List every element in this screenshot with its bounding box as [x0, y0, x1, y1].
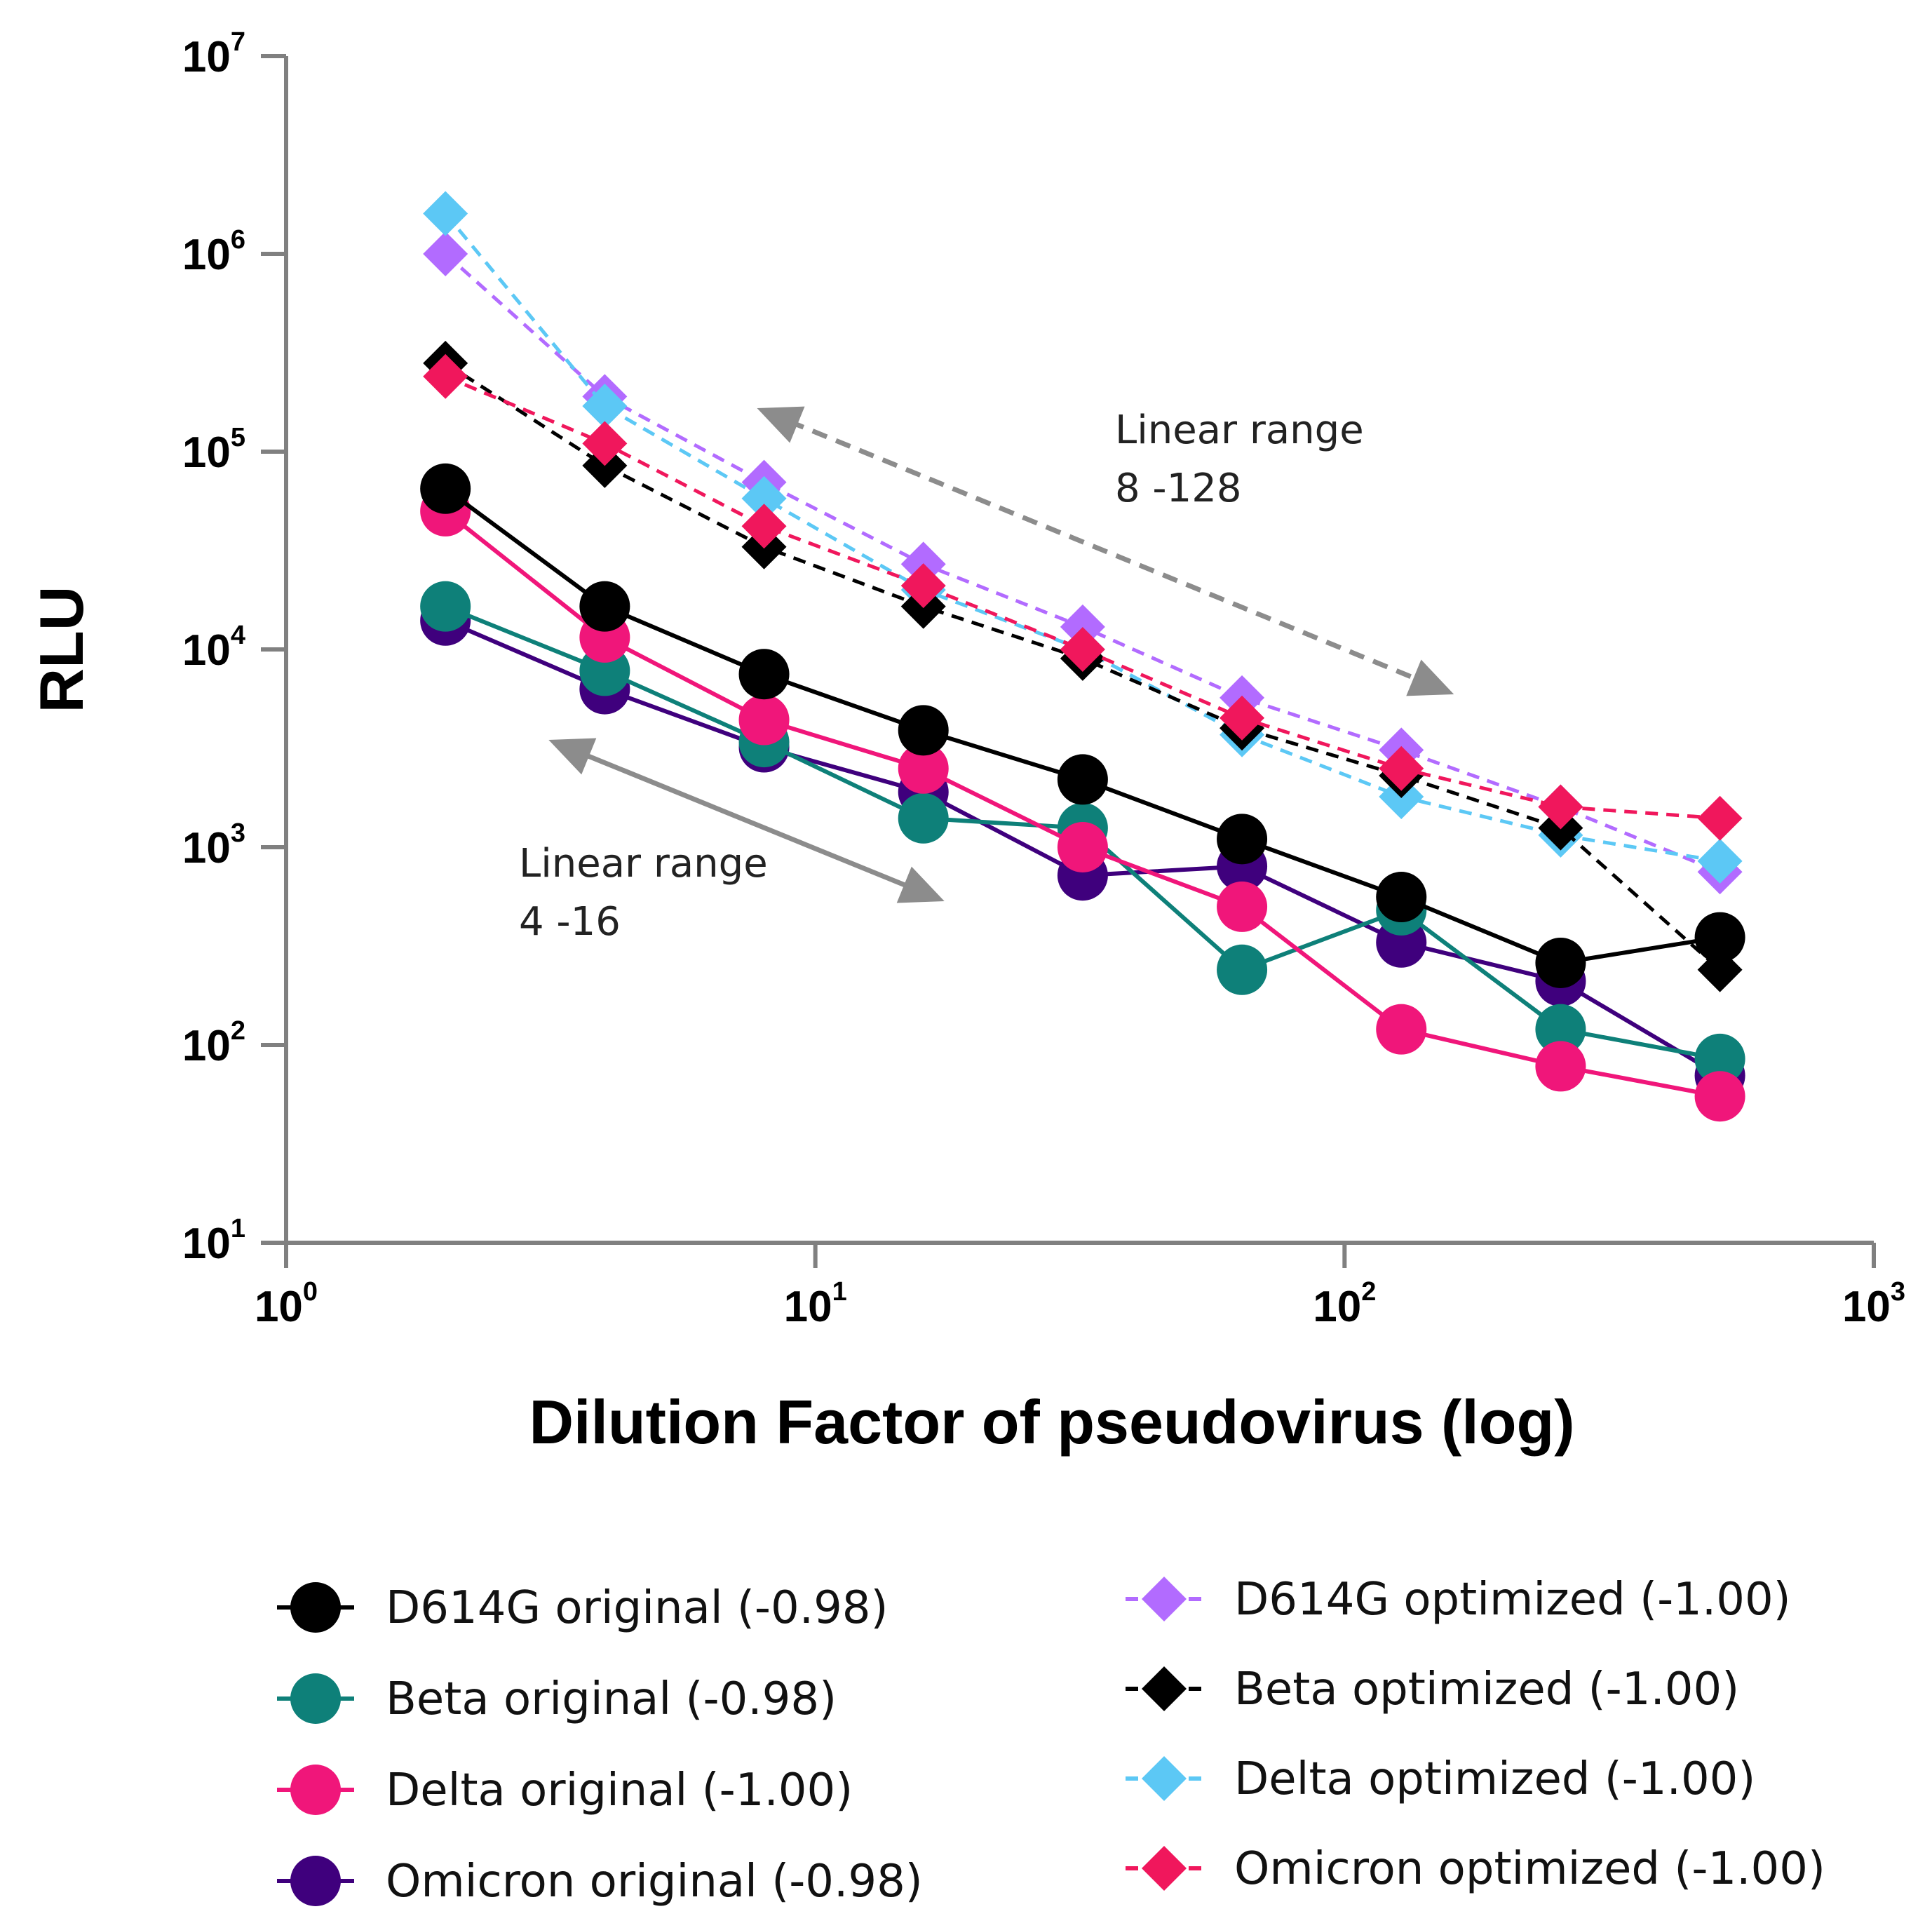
x-tick-label: 102 — [1313, 1277, 1376, 1331]
data-point-omicron-optimized — [582, 421, 628, 466]
data-point-delta-optimized — [582, 384, 628, 429]
series-plot — [420, 191, 1745, 1122]
data-point-omicron-optimized — [1538, 784, 1583, 830]
y-axis-title: RLU — [27, 586, 96, 713]
data-point-omicron-optimized — [900, 563, 946, 609]
data-point-d614g-original — [1057, 754, 1108, 805]
legend-marker-circle — [290, 1856, 341, 1906]
linear-range-4-16-arrow-head-end — [896, 866, 945, 903]
legend-item: Delta original (-1.00) — [277, 1765, 853, 1816]
data-point-d614g-original — [738, 649, 790, 700]
data-point-delta-original — [1217, 881, 1268, 932]
legend-marker-circle — [290, 1765, 341, 1815]
data-point-delta-original — [1376, 1004, 1427, 1055]
data-point-d614g-original — [1217, 814, 1268, 865]
legend-marker-diamond — [1142, 1846, 1187, 1891]
series-line-omicron-optimized — [445, 375, 1720, 821]
linear-range-8-128-arrow-head-end — [1406, 659, 1454, 696]
data-point-d614g-optimized — [1060, 604, 1105, 649]
x-tick-label: 101 — [784, 1277, 847, 1331]
legend-label: Delta original (-1.00) — [386, 1765, 853, 1816]
data-point-omicron-optimized — [1220, 695, 1265, 741]
legend-item: Beta optimized (-1.00) — [1126, 1664, 1739, 1715]
linear-range-8-128-arrow-head-start — [757, 406, 805, 443]
data-point-omicron-optimized — [1379, 746, 1424, 791]
y-tick-label: 106 — [182, 225, 245, 279]
series-omicron-optimized — [423, 353, 1743, 841]
data-point-delta-original — [738, 694, 790, 746]
legend-label: Beta original (-0.98) — [386, 1673, 837, 1725]
y-tick-label: 101 — [182, 1214, 245, 1268]
data-point-d614g-original — [420, 463, 471, 514]
x-tick-label: 103 — [1842, 1277, 1905, 1331]
data-point-d614g-original — [1376, 872, 1427, 923]
legend-item: D614G original (-0.98) — [277, 1582, 888, 1634]
annotation-linear-range-4-16: 4 -16 — [519, 899, 621, 945]
data-point-beta-original — [1217, 944, 1268, 995]
linear-range-4-16-arrow-head-start — [548, 738, 597, 775]
legend-label: Omicron optimized (-1.00) — [1234, 1843, 1825, 1895]
series-d614g-original — [420, 463, 1745, 988]
linear-range-8-128-arrow-line — [788, 419, 1423, 684]
data-point-omicron-optimized — [1060, 627, 1105, 672]
data-point-delta-optimized — [1697, 838, 1743, 884]
y-tick-label: 103 — [182, 818, 245, 872]
data-point-delta-original — [1535, 1041, 1586, 1092]
legend-item: Delta optimized (-1.00) — [1126, 1753, 1755, 1805]
legend-label: Delta optimized (-1.00) — [1234, 1753, 1755, 1805]
legend-item: Omicron original (-0.98) — [277, 1856, 923, 1908]
legend-marker-circle — [290, 1673, 341, 1724]
legend-marker-circle — [290, 1582, 341, 1633]
legend-label: Beta optimized (-1.00) — [1234, 1664, 1739, 1715]
data-point-omicron-optimized — [423, 353, 468, 399]
data-point-d614g-original — [1694, 912, 1745, 963]
legend-item: D614G optimized (-1.00) — [1126, 1574, 1791, 1626]
data-point-d614g-optimized — [423, 231, 468, 276]
data-point-delta-optimized — [741, 475, 787, 521]
annotation-linear-range-8-128: 8 -128 — [1115, 466, 1242, 511]
legend: D614G original (-0.98) Beta original (-0.… — [277, 1574, 1825, 1908]
legend-label: D614G optimized (-1.00) — [1234, 1574, 1791, 1626]
legend-marker-diamond — [1142, 1666, 1187, 1711]
x-tick-label: 100 — [255, 1277, 318, 1331]
annotation-linear-range-4-16: Linear range — [519, 841, 768, 886]
data-point-omicron-optimized — [1697, 795, 1743, 841]
legend-item: Beta original (-0.98) — [277, 1673, 837, 1725]
data-point-d614g-original — [579, 581, 630, 632]
linear-range-4-16-arrow-line — [579, 750, 914, 891]
data-point-d614g-original — [898, 705, 949, 756]
data-point-beta-original — [420, 581, 471, 632]
data-point-delta-original — [1694, 1071, 1745, 1122]
annotations: Linear range 8 -128 Linear range 4 -16 — [519, 406, 1454, 945]
data-point-beta-original — [1694, 1033, 1745, 1084]
data-point-delta-original — [1057, 822, 1108, 872]
legend-item: Omicron optimized (-1.00) — [1126, 1843, 1825, 1895]
data-point-delta-original — [898, 743, 949, 794]
annotation-linear-range-8-128: Linear range — [1115, 407, 1364, 453]
legend-marker-diamond — [1142, 1577, 1187, 1621]
data-point-omicron-optimized — [741, 504, 787, 549]
data-point-delta-optimized — [423, 191, 468, 236]
y-tick-label: 107 — [182, 27, 245, 81]
y-tick-label: 102 — [182, 1016, 245, 1070]
x-axis-title: Dilution Factor of pseudovirus (log) — [529, 1387, 1574, 1457]
data-point-beta-original — [1535, 1004, 1586, 1055]
legend-label: Omicron original (-0.98) — [386, 1856, 923, 1908]
legend-marker-diamond — [1142, 1756, 1187, 1801]
y-tick-label: 105 — [182, 423, 245, 477]
legend-label: D614G original (-0.98) — [386, 1582, 888, 1634]
data-point-beta-original — [898, 792, 949, 844]
y-tick-label: 104 — [182, 621, 245, 675]
data-point-d614g-original — [1535, 937, 1586, 988]
